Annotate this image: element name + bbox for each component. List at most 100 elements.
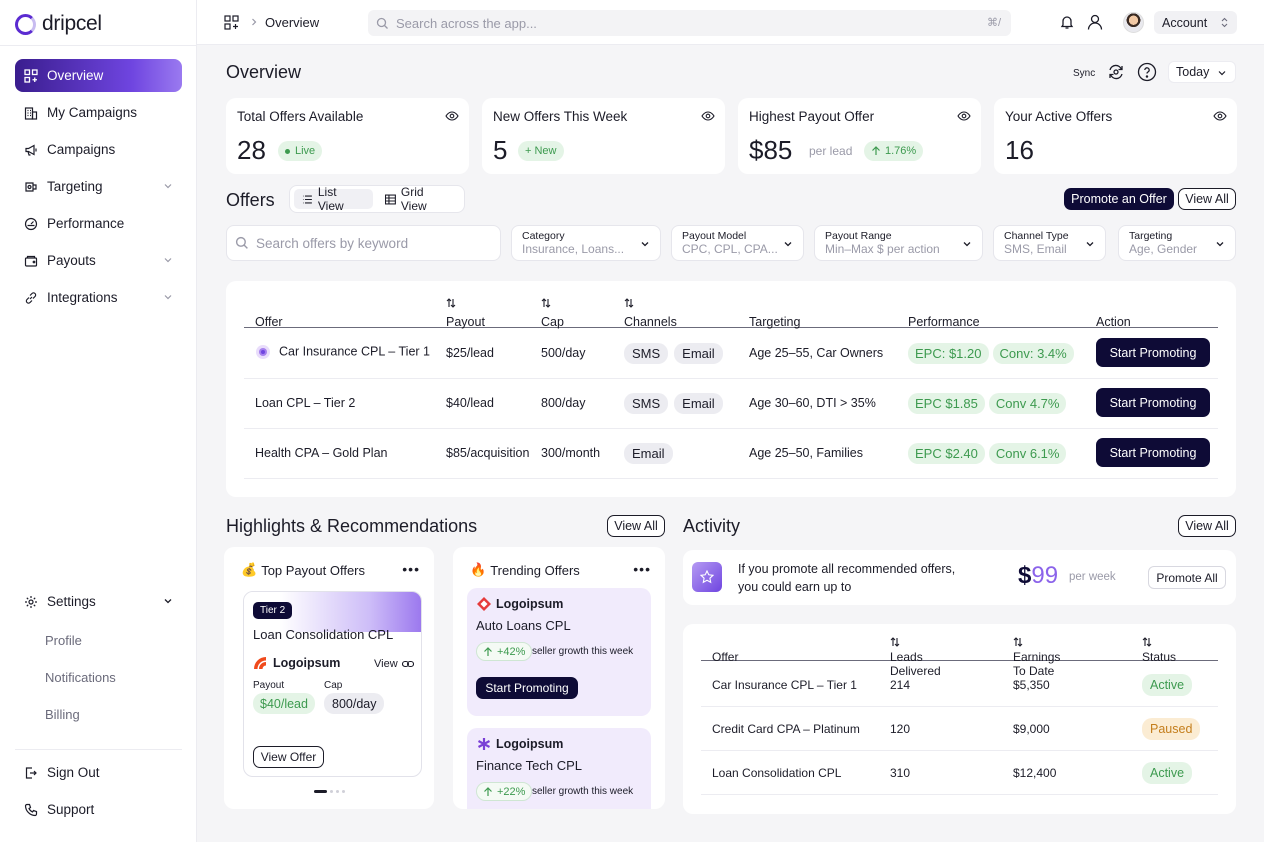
offer-cell: Car Insurance CPL – Tier 1: [712, 678, 857, 692]
column-header-payout[interactable]: Payout: [446, 298, 485, 329]
sidebar-item-campaigns[interactable]: Campaigns: [15, 133, 182, 166]
help-icon[interactable]: [1137, 62, 1157, 82]
sidebar-item-label: Integrations: [47, 290, 118, 305]
column-label: Leads Delivered: [890, 650, 941, 678]
filter-payout-model[interactable]: Payout Model CPC, CPL, CPA...: [671, 225, 804, 261]
sidebar-item-payouts[interactable]: Payouts: [15, 244, 182, 277]
more-icon[interactable]: •••: [633, 561, 651, 577]
support-button[interactable]: Support: [15, 793, 182, 826]
table-row[interactable]: Loan CPL – Tier 2 $40/lead 800/day SMS Em…: [244, 379, 1218, 429]
stat-label: Highest Payout Offer: [749, 109, 875, 124]
payout-cell: $25/lead: [446, 346, 494, 360]
start-promoting-button[interactable]: Start Promoting: [1096, 338, 1210, 367]
view-link[interactable]: View: [374, 658, 414, 670]
column-header-channels[interactable]: Channels: [624, 298, 677, 329]
sync-icon[interactable]: [1106, 62, 1126, 82]
bell-icon[interactable]: [1059, 14, 1075, 30]
growth-note: seller growth this week: [532, 786, 634, 797]
sort-icon: [1013, 637, 1023, 647]
start-promoting-button[interactable]: Start Promoting: [1096, 438, 1210, 467]
status-badge: Active: [1142, 762, 1193, 784]
filter-payout-range[interactable]: Payout Range Min–Max $ per action: [814, 225, 983, 261]
carousel-dots[interactable]: [314, 790, 345, 793]
filter-channel-type[interactable]: Channel Type SMS, Email: [993, 225, 1106, 261]
sidebar-item-settings[interactable]: Settings: [15, 585, 182, 618]
account-menu[interactable]: Account: [1154, 11, 1237, 34]
eye-icon[interactable]: [445, 109, 459, 123]
table-row[interactable]: Loan Consolidation CPL 310 $12,400 Activ…: [701, 751, 1218, 795]
more-icon[interactable]: •••: [402, 561, 420, 577]
brand-logo: Logoipsum: [476, 597, 563, 611]
filter-value: Min–Max $ per action: [825, 242, 940, 256]
conv-chip: Conv: 3.4%: [992, 343, 1074, 364]
cap-cell: 800/day: [541, 396, 586, 410]
eye-icon[interactable]: [701, 109, 715, 123]
grid-view-button[interactable]: Grid View: [377, 185, 460, 213]
section-title-highlights: Highlights & Recommendations: [226, 516, 478, 536]
top-payout-card: 💰 Top Payout Offers ••• Tier 2 Loan Cons…: [224, 547, 434, 809]
promote-offer-button[interactable]: Promote an Offer: [1064, 188, 1174, 210]
sidebar-item-performance[interactable]: Performance: [15, 207, 182, 240]
sidebar-item-label: Settings: [47, 594, 96, 609]
sidebar-item-overview[interactable]: Overview: [15, 59, 182, 92]
search-input[interactable]: [396, 15, 956, 31]
date-range-select[interactable]: Today: [1168, 61, 1236, 83]
apps-grid-icon[interactable]: [224, 15, 239, 30]
start-promoting-button[interactable]: Start Promoting: [476, 677, 578, 699]
table-row[interactable]: Car Insurance CPL – Tier 1 214 $5,350 Ac…: [701, 663, 1218, 707]
chevron-down-icon[interactable]: [162, 291, 174, 303]
chevron-down-icon[interactable]: [162, 595, 174, 607]
eye-icon[interactable]: [1213, 109, 1227, 123]
offer-search[interactable]: [226, 225, 501, 261]
sidebar-item-my-campaigns[interactable]: My Campaigns: [15, 96, 182, 129]
trending-item[interactable]: Logoipsum Finance Tech CPL +22% seller g…: [467, 728, 651, 809]
view-all-activity-button[interactable]: View All: [1178, 515, 1236, 537]
offer-tile[interactable]: Tier 2 Loan Consolidation CPL Logoipsum …: [243, 591, 422, 777]
filter-targeting[interactable]: Targeting Age, Gender: [1118, 225, 1236, 261]
table-row[interactable]: Car Insurance CPL – Tier 1 $25/lead 500/…: [244, 329, 1218, 379]
user-icon[interactable]: [1086, 13, 1104, 31]
chevron-down-icon[interactable]: [162, 254, 174, 266]
brand-name: Logoipsum: [496, 597, 564, 611]
sidebar-item-integrations[interactable]: Integrations: [15, 281, 182, 314]
sign-out-button[interactable]: Sign Out: [15, 756, 182, 789]
column-header-status[interactable]: Status: [1142, 637, 1176, 664]
logoipsum-diamond-icon: [477, 597, 491, 611]
table-row[interactable]: Health CPA – Gold Plan $85/acquisition 3…: [244, 429, 1218, 479]
promote-all-button[interactable]: Promote All: [1148, 566, 1226, 589]
sidebar-item-targeting[interactable]: Targeting: [15, 170, 182, 203]
list-view-button[interactable]: List View: [294, 185, 374, 213]
view-all-highlights-button[interactable]: View All: [607, 515, 665, 537]
view-all-offers-button[interactable]: View All: [1178, 188, 1236, 210]
filter-category[interactable]: Category Insurance, Loans...: [511, 225, 661, 261]
trending-item[interactable]: Logoipsum Auto Loans CPL +42% seller gro…: [467, 588, 651, 716]
filter-label: Payout Model: [682, 230, 747, 242]
view-offer-button[interactable]: View Offer: [253, 746, 324, 768]
stat-sub-label: per lead: [809, 144, 853, 158]
offer-search-input[interactable]: [256, 235, 496, 251]
table-row[interactable]: Credit Card CPA – Platinum 120 $9,000 Pa…: [701, 707, 1218, 751]
sidebar: dripcel Overview My Campaigns Campaigns …: [0, 0, 197, 842]
column-header-cap[interactable]: Cap: [541, 298, 564, 329]
grid-icon: [23, 68, 38, 83]
channel-chip: SMS: [624, 343, 669, 364]
start-promoting-button[interactable]: Start Promoting: [1096, 388, 1210, 417]
sidebar-sub-notifications[interactable]: Notifications: [45, 670, 116, 685]
chevron-down-icon[interactable]: [162, 180, 174, 192]
epc-chip: EPC $2.40: [908, 443, 985, 464]
column-header-leads[interactable]: Leads Delivered: [890, 637, 941, 678]
sidebar-sub-billing[interactable]: Billing: [45, 707, 80, 722]
global-search[interactable]: ⌘/: [368, 10, 1011, 36]
stat-value: 16: [1005, 135, 1034, 165]
column-header-earnings[interactable]: Earnings To Date: [1013, 637, 1060, 678]
link-icon: [401, 660, 414, 668]
stat-card-highest-payout: Highest Payout Offer $85 per lead 1.76%: [738, 98, 981, 174]
growth-note: seller growth this week: [532, 646, 634, 657]
offer-name: Loan Consolidation CPL: [253, 627, 394, 642]
brand-logo[interactable]: dripcel: [15, 12, 102, 36]
growth-badge: +22%: [476, 782, 533, 801]
sidebar-sub-profile[interactable]: Profile: [45, 633, 82, 648]
avatar[interactable]: [1123, 12, 1144, 33]
eye-icon[interactable]: [957, 109, 971, 123]
breadcrumb[interactable]: Overview: [265, 15, 320, 30]
